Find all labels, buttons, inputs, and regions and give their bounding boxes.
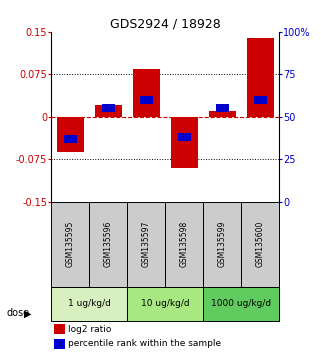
- Bar: [95, 105, 122, 117]
- Bar: [64, 135, 77, 143]
- Text: GSM135598: GSM135598: [180, 221, 189, 267]
- Text: GSM135600: GSM135600: [256, 221, 265, 268]
- Text: 1000 ug/kg/d: 1000 ug/kg/d: [211, 299, 271, 308]
- Bar: [133, 69, 160, 117]
- Text: 1 ug/kg/d: 1 ug/kg/d: [68, 299, 111, 308]
- Title: GDS2924 / 18928: GDS2924 / 18928: [110, 18, 221, 31]
- Bar: [140, 96, 153, 104]
- Bar: [51, 202, 89, 287]
- Text: GSM135599: GSM135599: [218, 221, 227, 268]
- Text: GSM135595: GSM135595: [66, 221, 75, 268]
- Bar: [51, 287, 127, 321]
- Bar: [203, 202, 241, 287]
- Bar: [89, 202, 127, 287]
- Bar: [247, 38, 273, 117]
- Text: 10 ug/kg/d: 10 ug/kg/d: [141, 299, 190, 308]
- Bar: [102, 104, 115, 112]
- Bar: [54, 339, 65, 349]
- Bar: [254, 96, 267, 104]
- Text: dose: dose: [6, 308, 30, 318]
- Bar: [171, 117, 198, 169]
- Bar: [127, 287, 203, 321]
- Text: log2 ratio: log2 ratio: [68, 325, 112, 334]
- Bar: [241, 202, 279, 287]
- Text: GSM135596: GSM135596: [104, 221, 113, 268]
- Bar: [216, 104, 229, 112]
- Bar: [165, 202, 203, 287]
- Bar: [127, 202, 165, 287]
- Bar: [57, 117, 84, 152]
- Bar: [178, 133, 191, 141]
- Bar: [54, 324, 65, 335]
- Bar: [203, 287, 279, 321]
- Text: GSM135597: GSM135597: [142, 221, 151, 268]
- Text: ▶: ▶: [24, 308, 31, 318]
- Text: percentile rank within the sample: percentile rank within the sample: [68, 339, 221, 348]
- Bar: [209, 111, 236, 117]
